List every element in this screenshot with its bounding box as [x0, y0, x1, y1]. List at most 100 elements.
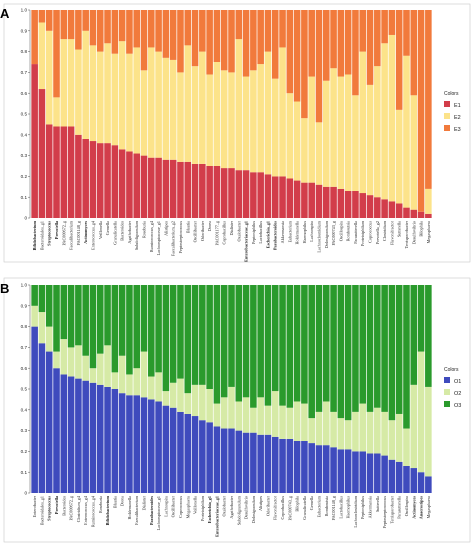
- bar-segment-e3: [140, 10, 148, 71]
- bar-segment-e3: [169, 10, 177, 60]
- bar-segment-e3: [315, 10, 323, 123]
- bar-segment-o3: [417, 285, 425, 352]
- chart-panel-b: B 0 0.1 0.2 0.3 0.4 0.5 0.6 0.7 0.8 0.9 1.0 Enteroba…: [0, 277, 471, 543]
- x-tick-label: Peptoniphilus: [251, 221, 256, 244]
- bar-segment-e2: [381, 43, 388, 200]
- bar-segment-o2: [308, 418, 315, 444]
- bar-segment-o2: [177, 378, 184, 412]
- x-tick-label: Proteiniphilum: [360, 220, 365, 246]
- bar-segment-e2: [395, 109, 403, 204]
- x-tick-label: Granulicatella: [112, 221, 117, 245]
- bar-segment-o3: [126, 285, 133, 375]
- bar-segment-o2: [126, 374, 133, 396]
- bar-segment-o1: [264, 434, 272, 493]
- bar-segment-e1: [381, 199, 388, 218]
- bar-segment-e3: [104, 10, 111, 44]
- x-tick-label: Flavonifractor: [273, 495, 278, 520]
- bar-segment-e1: [60, 126, 68, 218]
- bar-segment-e2: [82, 30, 89, 139]
- x-tick-label: Oxalobacter: [236, 220, 241, 241]
- bar-segment-o2: [155, 372, 162, 402]
- bar-segment-o3: [395, 285, 403, 414]
- bar-segment-e1: [126, 151, 133, 218]
- x-tick-label: Coprococcus: [178, 496, 183, 518]
- bar-segment-e1: [206, 166, 213, 218]
- bar-segment-e2: [67, 39, 75, 127]
- x-tick-label: Lachnoclostridium: [316, 220, 321, 252]
- bar-segment-e1: [395, 203, 403, 218]
- bar-segment-e1: [279, 176, 286, 218]
- x-tick-label: Akkermansia: [280, 221, 285, 243]
- bar-segment-o2: [96, 353, 104, 385]
- x-tick-label: Megasphaera: [185, 496, 190, 518]
- y-tick-label: 0: [24, 216, 27, 221]
- bar-segment-o1: [140, 397, 148, 493]
- bar-segment-e1: [53, 126, 60, 218]
- bar-segment-o3: [31, 285, 38, 306]
- bar-segment-e3: [133, 10, 140, 48]
- bar-segment-o1: [104, 386, 111, 493]
- bar-segment-o3: [89, 285, 97, 369]
- bar-segment-o3: [425, 285, 432, 387]
- x-tick-label: Parabacteroides: [149, 496, 154, 525]
- bar-segment-o3: [169, 285, 177, 383]
- bar-segment-o2: [279, 405, 286, 439]
- bar-segment-e3: [250, 10, 257, 71]
- bar-segment-e1: [323, 186, 330, 218]
- bar-segment-e3: [177, 10, 184, 73]
- bar-segment-e1: [359, 193, 367, 218]
- legend-swatch: [444, 401, 450, 407]
- bar-segment-o1: [220, 428, 228, 493]
- bar-segment-o1: [133, 395, 140, 493]
- bar-segment-e3: [220, 10, 228, 71]
- bar-segment-e3: [374, 10, 381, 67]
- bar-segment-e2: [206, 74, 213, 166]
- bar-segment-e2: [366, 84, 374, 196]
- bar-segment-o3: [228, 285, 235, 387]
- bar-segment-e3: [264, 10, 272, 52]
- bar-segment-e1: [293, 180, 301, 218]
- x-tick-label: Romboutsia: [346, 221, 351, 241]
- bar-segment-e2: [53, 97, 60, 127]
- bar-segment-o2: [388, 420, 396, 460]
- bar-segment-o1: [410, 468, 418, 493]
- bar-segment-e1: [96, 143, 104, 218]
- bar-segment-o1: [330, 447, 337, 493]
- bar-segment-e3: [184, 10, 192, 46]
- bar-segment-o2: [220, 397, 228, 429]
- bar-segment-o2: [264, 405, 272, 435]
- bar-segment-o2: [359, 403, 367, 452]
- x-tick-label: Roseburia: [142, 221, 147, 238]
- bar-segment-o2: [250, 407, 257, 433]
- chart-panel-a: A 0 0.1 0.2 0.3 0.4 0.5 0.6 0.7 0.8 0.9 1.0 Bifidoba…: [0, 3, 471, 263]
- bar-segment-o1: [286, 438, 294, 493]
- bar-segment-e1: [366, 195, 374, 218]
- x-tick-label: Actinomyces: [83, 221, 88, 244]
- x-tick-label: Blautia: [112, 496, 117, 508]
- bar-segment-o3: [381, 285, 388, 412]
- y-tick-label: 0.9: [21, 303, 28, 308]
- bar-segment-o3: [403, 285, 410, 429]
- bar-segment-o2: [75, 345, 82, 379]
- bar-segment-o3: [67, 285, 75, 348]
- bar-segment-e2: [352, 95, 359, 191]
- x-tick-label: Prevotella: [54, 220, 59, 239]
- x-tick-label: Bacteroides: [61, 496, 66, 516]
- x-tick-label: Bacteroidales_g1: [39, 221, 44, 250]
- x-tick-label: Flavonifractor: [389, 220, 394, 245]
- x-tick-label: Streptococcus: [47, 496, 52, 521]
- bar-segment-e2: [45, 30, 53, 125]
- x-tick-label: Oscillospira: [338, 221, 343, 241]
- bar-segment-o3: [388, 285, 396, 421]
- bar-segment-o2: [381, 411, 388, 456]
- bar-segment-e3: [53, 10, 60, 98]
- bar-segment-e3: [242, 10, 250, 77]
- y-tick-label: 0.8: [21, 49, 28, 54]
- x-tick-label: Parasutterella: [397, 496, 402, 519]
- bar-segment-o1: [235, 430, 243, 493]
- bar-segment-o2: [425, 386, 432, 477]
- bar-segment-e3: [301, 10, 308, 119]
- y-tick-label: 0.6: [21, 366, 28, 371]
- x-tick-label: PAC000743_g: [331, 220, 336, 245]
- bar-segment-o1: [82, 380, 89, 493]
